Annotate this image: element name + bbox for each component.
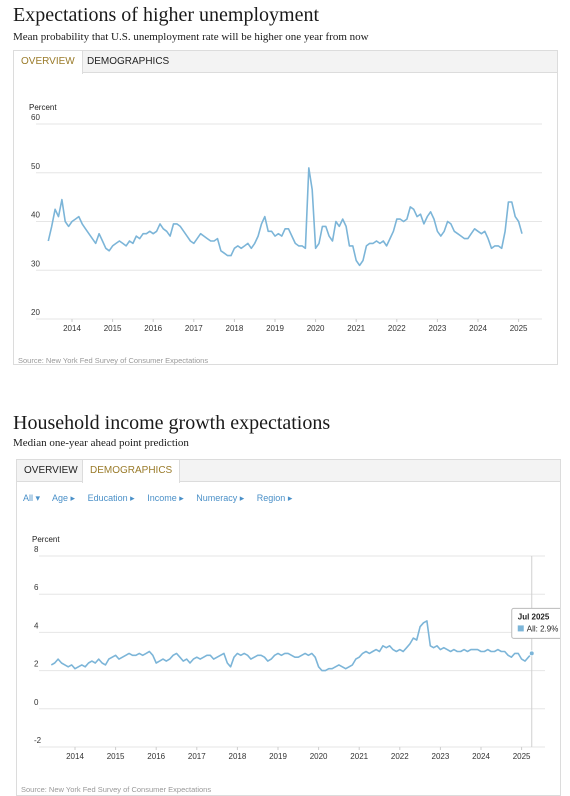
- x-tick-label: 2019: [266, 324, 284, 333]
- x-tick-label: 2016: [147, 752, 165, 761]
- x-tick-label: 2024: [472, 752, 490, 761]
- x-tick-label: 2020: [310, 752, 328, 761]
- y-tick-label: 2: [34, 660, 39, 669]
- x-tick-label: 2018: [229, 752, 247, 761]
- tooltip-box: [511, 607, 560, 639]
- y-tick-label: 6: [34, 583, 39, 592]
- x-tick-label: 2019: [269, 752, 287, 761]
- tooltip-value: All: 2.9%: [527, 624, 559, 633]
- chart-title: Household income growth expectations: [13, 412, 331, 434]
- y-tick-label: 20: [31, 308, 40, 317]
- tab-demographics[interactable]: DEMOGRAPHICS: [87, 56, 170, 67]
- chart-title: Expectations of higher unemployment: [13, 4, 320, 26]
- x-tick-label: 2014: [63, 324, 81, 333]
- y-tick-label: 8: [34, 545, 39, 554]
- x-tick-label: 2022: [388, 324, 406, 333]
- filter-education[interactable]: Education ▸: [87, 493, 135, 503]
- x-tick-label: 2025: [510, 324, 528, 333]
- source-note: Source: New York Fed Survey of Consumer …: [21, 785, 212, 794]
- tab-bar: OVERVIEW DEMOGRAPHICS: [14, 51, 557, 74]
- x-tick-label: 2020: [307, 324, 325, 333]
- y-tick-label: 0: [34, 698, 39, 707]
- x-tick-label: 2021: [350, 752, 368, 761]
- filter-region[interactable]: Region ▸: [256, 493, 293, 503]
- hover-point[interactable]: [528, 650, 535, 657]
- y-tick-label: -2: [34, 736, 42, 745]
- series-line: [47, 167, 523, 267]
- tab-overview[interactable]: OVERVIEW: [24, 465, 78, 476]
- x-tick-label: 2017: [185, 324, 203, 333]
- tab-overview[interactable]: OVERVIEW: [14, 51, 83, 74]
- y-tick-label: 30: [31, 259, 40, 268]
- filter-all[interactable]: All ▾: [23, 493, 41, 503]
- y-axis-label: Percent: [29, 103, 57, 112]
- x-tick-label: 2017: [188, 752, 206, 761]
- x-tick-label: 2022: [391, 752, 409, 761]
- x-tick-label: 2014: [66, 752, 84, 761]
- tooltip-date: Jul 2025: [518, 612, 550, 621]
- x-tick-label: 2015: [104, 324, 122, 333]
- tooltip-swatch: [517, 625, 524, 632]
- tab-demographics[interactable]: DEMOGRAPHICS: [82, 460, 181, 483]
- income-growth-line-chart: Percent -2 0 2 4 6 8 2014 2015 2016 2017 2018 2019 20…: [32, 535, 560, 761]
- y-axis-label: Percent: [32, 535, 60, 544]
- unemployment-line-chart: Percent 20 30 40 50 60 2014 2015 2016 2017 2018 201…: [29, 103, 542, 333]
- income-growth-expectations-panel: Household income growth expectations Med…: [0, 405, 570, 796]
- x-tick-label: 2015: [107, 752, 125, 761]
- tab-bar: OVERVIEW DEMOGRAPHICS: [17, 460, 560, 483]
- x-tick-label: 2024: [469, 324, 487, 333]
- series-line: [50, 620, 533, 672]
- filter-income[interactable]: Income ▸: [147, 493, 184, 503]
- unemployment-expectations-panel: Expectations of higher unemployment Mean…: [0, 0, 570, 370]
- chart-frame: OVERVIEW DEMOGRAPHICS Percent 20 30 40 50 60 2…: [13, 50, 558, 365]
- y-tick-label: 4: [34, 621, 39, 630]
- x-tick-label: 2016: [144, 324, 162, 333]
- y-tick-label: 60: [31, 113, 40, 122]
- filter-age[interactable]: Age ▸: [52, 493, 76, 503]
- x-tick-label: 2025: [513, 752, 531, 761]
- filter-bar: All ▾ Age ▸ Education ▸ Income ▸ Numerac…: [23, 493, 302, 504]
- y-tick-label: 50: [31, 162, 40, 171]
- x-tick-label: 2021: [347, 324, 365, 333]
- source-note: Source: New York Fed Survey of Consumer …: [18, 356, 209, 365]
- chart-subtitle: Median one-year ahead point prediction: [13, 437, 189, 449]
- x-tick-label: 2018: [226, 324, 244, 333]
- x-tick-label: 2023: [429, 324, 447, 333]
- chart-subtitle: Mean probability that U.S. unemployment …: [13, 31, 369, 43]
- x-tick-label: 2023: [432, 752, 450, 761]
- filter-numeracy[interactable]: Numeracy ▸: [196, 493, 245, 503]
- chart-frame: OVERVIEW DEMOGRAPHICS All ▾ Age ▸ Educat…: [16, 459, 561, 796]
- tooltip: Jul 2025 All: 2.9%: [511, 607, 560, 639]
- y-tick-label: 40: [31, 211, 40, 220]
